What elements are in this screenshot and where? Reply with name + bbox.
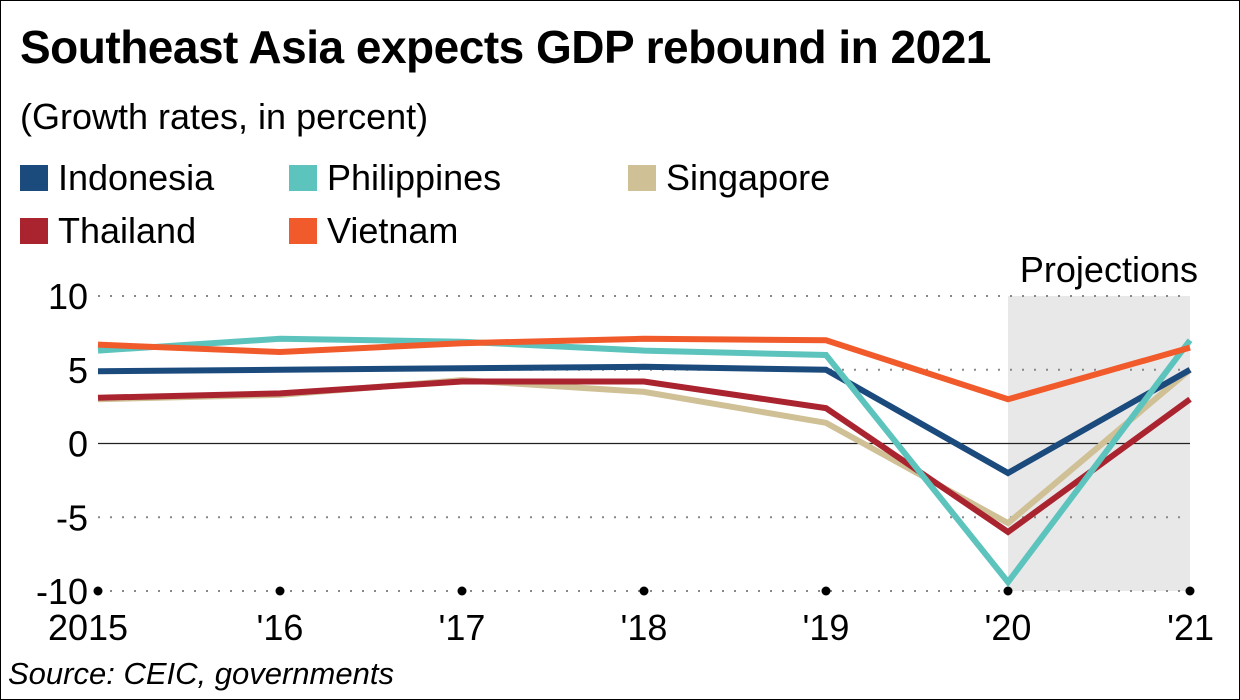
y-tick-label: 10 <box>48 276 88 317</box>
legend-swatch <box>628 165 656 191</box>
projections-label: Projections <box>1020 249 1198 290</box>
x-tick-dot <box>1003 586 1013 596</box>
y-tick-label: -10 <box>36 571 88 612</box>
series-line-indonesia <box>97 363 1192 477</box>
legend-label: Thailand <box>58 210 197 251</box>
legend-label: Philippines <box>327 157 502 198</box>
x-tick-label: '19 <box>803 607 850 648</box>
x-tick-label: '17 <box>439 607 486 648</box>
legend-item-vietnam: Vietnam <box>289 210 458 252</box>
legend-item-singapore: Singapore <box>628 157 830 199</box>
x-tick-label: '21 <box>1167 607 1214 648</box>
x-tick-dot <box>275 586 285 596</box>
legend-item-indonesia: Indonesia <box>20 157 214 199</box>
x-tick-label: '16 <box>257 607 304 648</box>
legend-swatch <box>289 165 317 191</box>
y-tick-label: -5 <box>56 497 88 538</box>
legend-swatch <box>20 218 48 244</box>
chart-title: Southeast Asia expects GDP rebound in 20… <box>20 21 991 73</box>
series-line-vietnam <box>97 335 1191 403</box>
x-tick-dot <box>1185 586 1195 596</box>
legend-item-philippines: Philippines <box>289 157 501 199</box>
legend-label: Indonesia <box>58 157 215 198</box>
legend-swatch <box>289 218 317 244</box>
x-tick-dot <box>821 586 831 596</box>
y-tick-label: 0 <box>68 424 88 465</box>
legend-swatch <box>20 165 48 191</box>
x-tick-label: 2015 <box>48 607 128 648</box>
series-line-thailand <box>97 378 1192 536</box>
y-tick-label: 5 <box>68 350 88 391</box>
x-tick-label: '18 <box>621 607 668 648</box>
source-note: Source: CEIC, governments <box>8 656 394 691</box>
series-line-philippines <box>97 335 1193 588</box>
legend-label: Vietnam <box>327 210 459 251</box>
legend-item-thailand: Thailand <box>20 210 196 252</box>
x-tick-dot <box>639 586 649 596</box>
x-tick-label: '20 <box>985 607 1032 648</box>
chart-subtitle: (Growth rates, in percent) <box>20 96 429 137</box>
x-tick-dot <box>93 586 103 596</box>
x-tick-dot <box>457 586 467 596</box>
legend-label: Singapore <box>666 157 831 198</box>
